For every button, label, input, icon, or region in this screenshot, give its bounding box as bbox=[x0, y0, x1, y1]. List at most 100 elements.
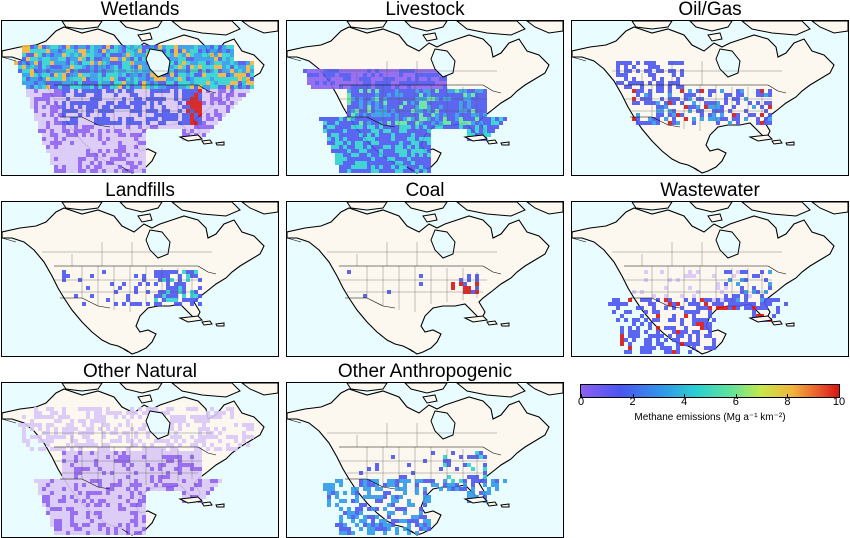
emission-cell bbox=[375, 89, 379, 93]
emission-cell bbox=[174, 77, 178, 81]
emission-cell bbox=[130, 129, 134, 133]
emission-cell bbox=[170, 105, 174, 109]
emission-cell bbox=[46, 491, 50, 495]
emission-cell bbox=[46, 443, 50, 447]
emission-cell bbox=[38, 129, 42, 133]
emission-cell bbox=[624, 338, 628, 342]
emission-cell bbox=[411, 85, 415, 89]
emission-cell bbox=[50, 117, 54, 121]
emission-cell bbox=[114, 73, 118, 77]
emission-cell bbox=[431, 81, 435, 85]
emission-cell bbox=[250, 85, 254, 89]
emission-cell bbox=[246, 85, 250, 89]
emission-cell bbox=[210, 85, 214, 89]
emission-cell bbox=[443, 121, 447, 125]
emission-cell bbox=[351, 137, 355, 141]
emission-cell bbox=[134, 77, 138, 81]
emission-cell bbox=[102, 121, 106, 125]
emission-cell bbox=[54, 65, 58, 69]
emission-cell bbox=[210, 57, 214, 61]
emission-cell bbox=[42, 117, 46, 121]
emission-cell bbox=[720, 298, 724, 302]
emission-cell bbox=[363, 145, 367, 149]
emission-cell bbox=[106, 503, 110, 507]
emission-cell bbox=[70, 427, 74, 431]
emission-cell bbox=[351, 487, 355, 491]
emission-cell bbox=[70, 475, 74, 479]
emission-cell bbox=[186, 57, 190, 61]
emission-cell bbox=[134, 169, 138, 173]
emission-cell bbox=[74, 101, 78, 105]
emission-cell bbox=[170, 49, 174, 53]
emission-cell bbox=[246, 65, 250, 69]
emission-cell bbox=[323, 483, 327, 487]
emission-cell bbox=[50, 161, 54, 165]
emission-cell bbox=[130, 121, 134, 125]
emission-cell bbox=[463, 93, 467, 97]
emission-cell bbox=[351, 161, 355, 165]
emission-cell bbox=[162, 113, 166, 117]
emission-cell bbox=[768, 302, 772, 306]
emission-cell bbox=[210, 93, 214, 97]
emission-cell bbox=[383, 495, 387, 499]
emission-cell bbox=[154, 298, 158, 302]
emission-cell bbox=[182, 57, 186, 61]
emission-cell bbox=[315, 69, 319, 73]
emission-cell bbox=[403, 93, 407, 97]
emission-cell bbox=[82, 451, 86, 455]
emission-cell bbox=[367, 531, 371, 535]
emission-cell bbox=[114, 145, 118, 149]
emission-cell bbox=[170, 101, 174, 105]
emission-cell bbox=[170, 447, 174, 451]
emission-cell bbox=[134, 463, 138, 467]
emission-cell bbox=[387, 161, 391, 165]
emission-cell bbox=[178, 443, 182, 447]
emission-cell bbox=[431, 85, 435, 89]
emission-cell bbox=[118, 463, 122, 467]
emission-cell bbox=[463, 121, 467, 125]
emission-cell bbox=[38, 101, 42, 105]
emission-cell bbox=[134, 495, 138, 499]
emission-cell bbox=[347, 157, 351, 161]
emission-cell bbox=[479, 129, 483, 133]
emission-cell bbox=[170, 85, 174, 89]
emission-cell bbox=[130, 101, 134, 105]
emission-cell bbox=[363, 89, 367, 93]
emission-cell bbox=[66, 157, 70, 161]
emission-cell bbox=[134, 507, 138, 511]
emission-cell bbox=[126, 105, 130, 109]
emission-cell bbox=[46, 129, 50, 133]
emission-cell bbox=[347, 113, 351, 117]
emission-cell bbox=[471, 467, 475, 471]
emission-cell bbox=[114, 85, 118, 89]
emission-cell bbox=[78, 89, 82, 93]
emission-cell bbox=[50, 511, 54, 515]
emission-cell bbox=[455, 89, 459, 93]
emission-cell bbox=[415, 89, 419, 93]
emission-cell bbox=[38, 109, 42, 113]
emission-cell bbox=[62, 169, 66, 173]
emission-cell bbox=[499, 117, 503, 121]
emission-cell bbox=[680, 294, 684, 298]
emission-cell bbox=[367, 129, 371, 133]
emission-cell bbox=[616, 65, 620, 69]
emission-cell bbox=[86, 507, 90, 511]
emission-cell bbox=[46, 93, 50, 97]
emission-cell bbox=[640, 350, 644, 354]
emission-cell bbox=[14, 61, 18, 65]
emission-cell bbox=[218, 113, 222, 117]
emission-cell bbox=[214, 117, 218, 121]
emission-cell bbox=[126, 117, 130, 121]
emission-cell bbox=[202, 81, 206, 85]
emission-cell bbox=[90, 407, 94, 411]
emission-cell bbox=[154, 274, 158, 278]
emission-cell bbox=[728, 302, 732, 306]
emission-cell bbox=[242, 89, 246, 93]
emission-cell bbox=[716, 105, 720, 109]
emission-cell bbox=[66, 487, 70, 491]
emission-cell bbox=[134, 527, 138, 531]
emission-cell bbox=[162, 121, 166, 125]
emission-cell bbox=[680, 318, 684, 322]
emission-cell bbox=[335, 149, 339, 153]
emission-cell bbox=[206, 121, 210, 125]
